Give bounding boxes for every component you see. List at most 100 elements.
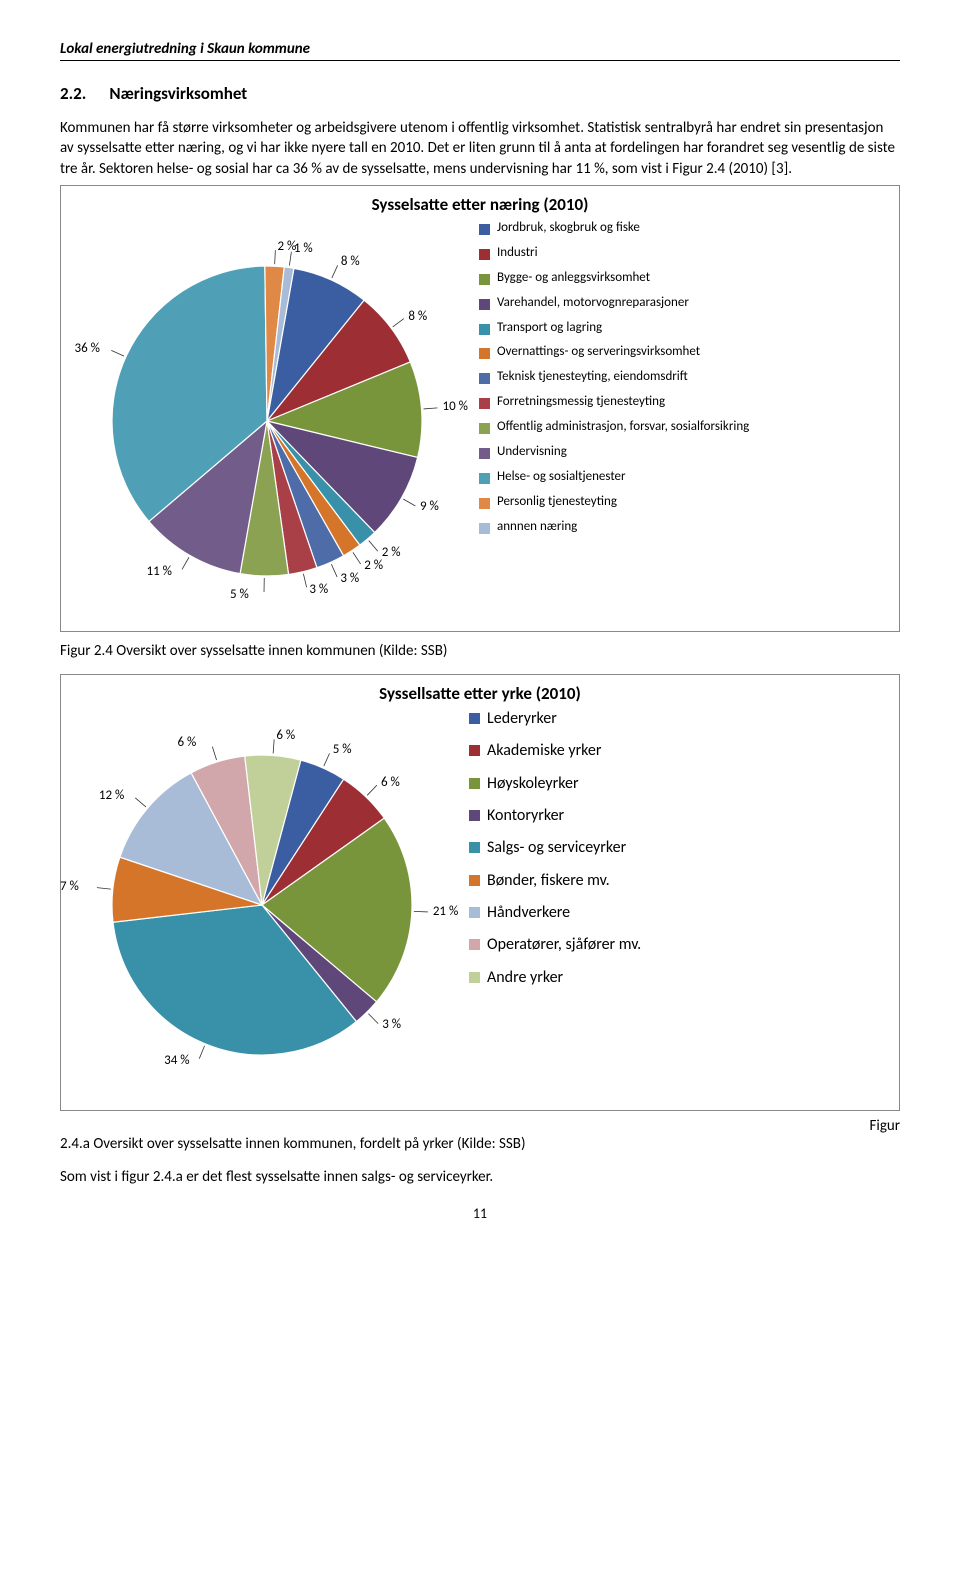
legend-label: Salgs- og serviceyrker	[487, 839, 626, 857]
legend-label: Kontoryrker	[487, 807, 564, 825]
legend-swatch	[479, 398, 490, 409]
legend-swatch	[479, 274, 490, 285]
pie-label: 3 %	[340, 571, 359, 586]
legend-swatch	[479, 473, 490, 484]
legend-item: Offentlig administrasjon, forsvar, sosia…	[479, 420, 749, 435]
legend-swatch	[479, 498, 490, 509]
legend-item: Overnattings- og serveringsvirksomhet	[479, 345, 749, 360]
chart-2-container: Syssellsatte etter yrke (2010) 5 % 6 % 21 …	[60, 674, 900, 1111]
legend-label: Forretningsmessig tjenesteyting	[497, 395, 665, 410]
legend-item: Helse- og sosialtjenester	[479, 470, 749, 485]
legend-label: Lederyrker	[487, 710, 557, 728]
pie-label: 21 %	[433, 904, 458, 919]
legend-label: Bønder, fiskere mv.	[487, 872, 610, 890]
pie-label: 1 %	[294, 241, 313, 256]
pie-label: 3 %	[309, 582, 328, 597]
legend-swatch	[469, 907, 480, 918]
pie-label: 34 %	[164, 1053, 189, 1068]
legend-label: Helse- og sosialtjenester	[497, 470, 626, 485]
legend-label: Andre yrker	[487, 969, 563, 987]
legend-label: Offentlig administrasjon, forsvar, sosia…	[497, 420, 749, 435]
section-heading: 2.2. Næringsvirksomhet	[60, 83, 900, 104]
pie-label: 9 %	[420, 499, 439, 514]
legend-item: Transport og lagring	[479, 321, 749, 336]
legend-label: Teknisk tjenesteyting, eiendomsdrift	[497, 370, 688, 385]
body-paragraph: Kommunen har få større virksomheter og a…	[60, 118, 900, 179]
chart-2-caption-right: Figur	[60, 1117, 900, 1135]
pie-label: 5 %	[230, 587, 249, 602]
legend-swatch	[469, 972, 480, 983]
chart-1-legend: Jordbruk, skogbruk og fiske Industri Bygge…	[467, 221, 749, 545]
legend-item: Lederyrker	[469, 710, 641, 728]
pie-label: 7 %	[60, 879, 79, 894]
legend-label: Transport og lagring	[497, 321, 602, 336]
legend-item: Håndverkere	[469, 904, 641, 922]
legend-label: Håndverkere	[487, 904, 570, 922]
legend-item: Forretningsmessig tjenesteyting	[479, 395, 749, 410]
pie-label: 11 %	[147, 564, 172, 579]
legend-swatch	[469, 778, 480, 789]
legend-label: Industri	[497, 246, 538, 261]
pie-label: 2 %	[364, 558, 383, 573]
legend-swatch	[469, 713, 480, 724]
legend-label: Bygge- og anleggsvirksomhet	[497, 271, 650, 286]
legend-label: Jordbruk, skogbruk og fiske	[497, 221, 640, 236]
section-number: 2.2.	[60, 83, 86, 104]
pie-label: 3 %	[382, 1017, 401, 1032]
legend-swatch	[479, 448, 490, 459]
legend-item: Personlig tjenesteyting	[479, 495, 749, 510]
pie-label: 6 %	[381, 775, 400, 790]
legend-item: Operatører, sjåfører mv.	[469, 936, 641, 954]
legend-label: Varehandel, motorvognreparasjoner	[497, 296, 689, 311]
chart-2-caption: 2.4.a Oversikt over sysselsatte innen ko…	[60, 1135, 900, 1153]
pie-label: 8 %	[341, 254, 360, 269]
legend-swatch	[469, 745, 480, 756]
page-number: 11	[60, 1205, 900, 1222]
page-header: Lokal energiutredning i Skaun kommune	[60, 40, 900, 61]
pie-label: 8 %	[408, 309, 427, 324]
pie-label: 6 %	[177, 735, 196, 750]
pie-label: 36 %	[75, 341, 100, 356]
legend-label: Overnattings- og serveringsvirksomhet	[497, 345, 700, 360]
legend-label: annnen næring	[497, 520, 577, 535]
legend-label: Undervisning	[497, 445, 567, 460]
legend-item: Teknisk tjenesteyting, eiendomsdrift	[479, 370, 749, 385]
legend-item: annnen næring	[479, 520, 749, 535]
legend-swatch	[479, 523, 490, 534]
legend-item: Jordbruk, skogbruk og fiske	[479, 221, 749, 236]
pie-label: 5 %	[333, 742, 352, 757]
legend-item: Høyskoleyrker	[469, 775, 641, 793]
chart-1-pie: 8 %8 %10 %9 %2 %2 %3 %3 %5 %11 %36 %2 %1…	[67, 221, 467, 621]
legend-item: Bygge- og anleggsvirksomhet	[479, 271, 749, 286]
legend-item: Kontoryrker	[469, 807, 641, 825]
chart-2-title: Syssellsatte etter yrke (2010)	[67, 683, 893, 704]
legend-item: Undervisning	[479, 445, 749, 460]
legend-swatch	[479, 249, 490, 260]
legend-label: Akademiske yrker	[487, 742, 601, 760]
legend-label: Personlig tjenesteyting	[497, 495, 617, 510]
legend-swatch	[469, 842, 480, 853]
legend-item: Industri	[479, 246, 749, 261]
legend-swatch	[479, 373, 490, 384]
section-title: Næringsvirksomhet	[109, 83, 247, 104]
chart-2-pie: 5 %6 %21 %3 %34 %7 %12 %6 %6 %	[67, 710, 457, 1100]
pie-label: 10 %	[442, 399, 467, 414]
chart-1-title: Sysselsatte etter næring (2010)	[67, 194, 893, 215]
legend-label: Operatører, sjåfører mv.	[487, 936, 641, 954]
legend-label: Høyskoleyrker	[487, 775, 579, 793]
pie-label: 12 %	[99, 788, 124, 803]
legend-item: Salgs- og serviceyrker	[469, 839, 641, 857]
pie-label: 2 %	[382, 545, 401, 560]
legend-swatch	[469, 810, 480, 821]
legend-swatch	[479, 423, 490, 434]
legend-swatch	[479, 324, 490, 335]
legend-swatch	[479, 299, 490, 310]
legend-swatch	[469, 875, 480, 886]
legend-item: Varehandel, motorvognreparasjoner	[479, 296, 749, 311]
legend-swatch	[479, 224, 490, 235]
pie-label: 6 %	[276, 728, 295, 743]
legend-swatch	[479, 348, 490, 359]
legend-item: Andre yrker	[469, 969, 641, 987]
chart-2-legend: Lederyrker Akademiske yrker Høyskoleyrker K…	[457, 710, 641, 1002]
closing-paragraph: Som vist i figur 2.4.a er det flest syss…	[60, 1167, 900, 1187]
